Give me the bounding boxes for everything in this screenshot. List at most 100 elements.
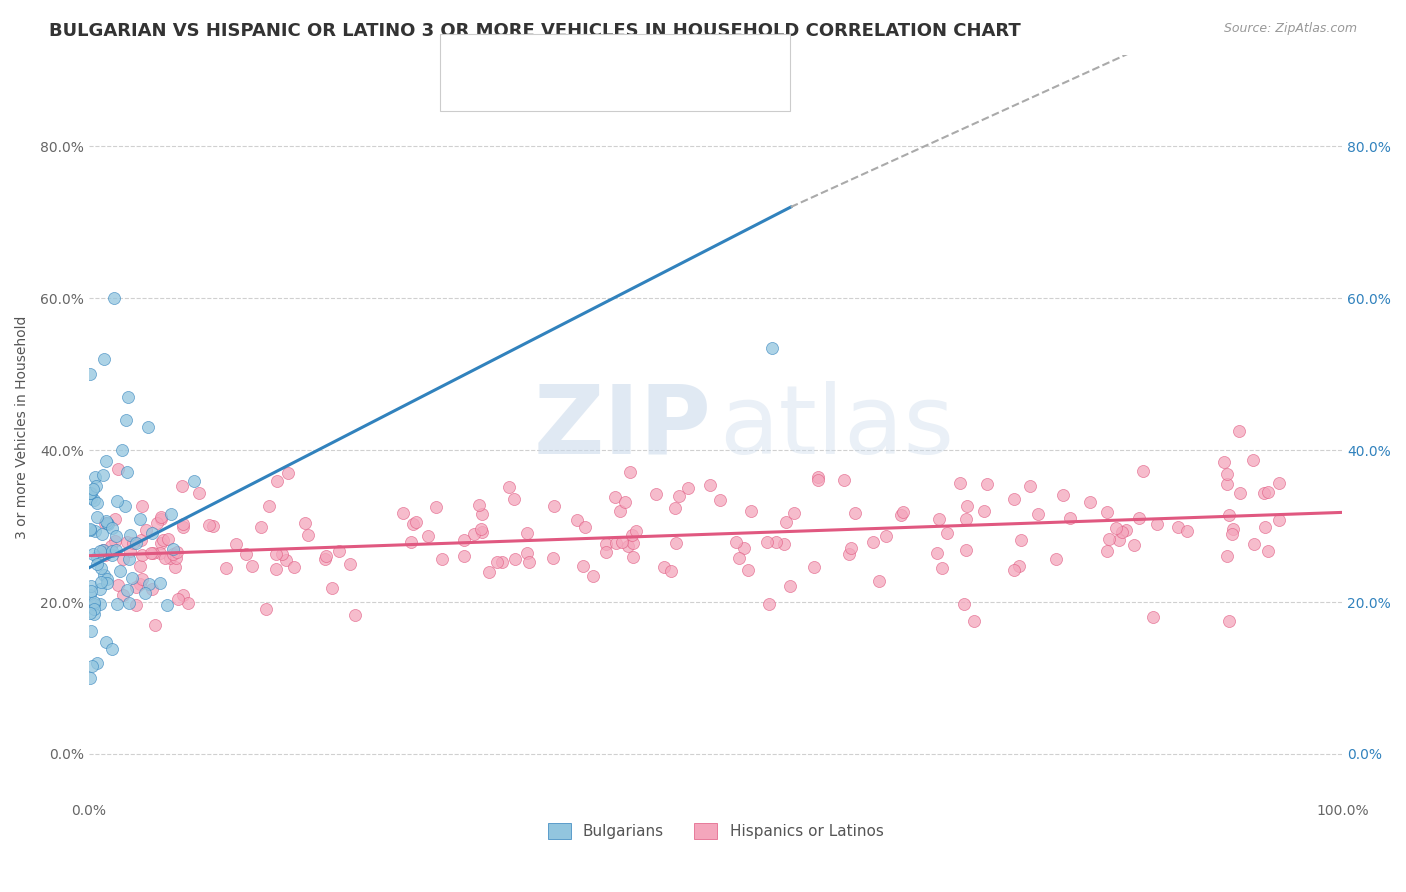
Point xyxy=(1254,520,1277,534)
Point xyxy=(595,537,617,551)
Point xyxy=(862,535,884,549)
Point xyxy=(471,507,494,521)
Point xyxy=(931,561,953,575)
Point xyxy=(79,606,101,620)
Point xyxy=(453,533,475,547)
Point xyxy=(277,466,299,480)
Point xyxy=(1175,524,1198,538)
Point xyxy=(165,550,187,565)
Point xyxy=(129,512,152,526)
Point xyxy=(725,535,748,549)
Point xyxy=(141,546,163,560)
Point xyxy=(117,552,139,566)
Point xyxy=(157,533,180,547)
Point xyxy=(131,572,153,586)
Point xyxy=(1095,544,1118,558)
Point xyxy=(149,510,172,524)
Point xyxy=(153,550,176,565)
Point xyxy=(82,659,104,673)
Point xyxy=(121,571,143,585)
Point xyxy=(699,478,721,492)
Point xyxy=(617,539,640,553)
Point xyxy=(565,513,588,527)
Point xyxy=(101,544,124,558)
Point xyxy=(152,533,174,547)
Point xyxy=(93,351,115,366)
Text: R = 0.456   N = 199: R = 0.456 N = 199 xyxy=(491,73,664,88)
Point xyxy=(1115,523,1137,537)
Point xyxy=(82,482,104,496)
Point xyxy=(257,499,280,513)
Point xyxy=(761,341,783,355)
Point xyxy=(665,536,688,550)
Point xyxy=(94,516,117,530)
Point xyxy=(516,525,538,540)
Point xyxy=(90,526,112,541)
Point xyxy=(807,470,830,484)
Point xyxy=(131,500,153,514)
Point xyxy=(89,544,111,558)
Point xyxy=(101,521,124,535)
Point xyxy=(1241,453,1264,467)
Point xyxy=(104,534,127,549)
Point xyxy=(149,546,172,560)
Point xyxy=(118,528,141,542)
Point xyxy=(955,511,977,525)
Point xyxy=(1222,522,1244,536)
Point xyxy=(1146,516,1168,531)
Point xyxy=(339,557,361,571)
Text: R = 0.493   N =  77: R = 0.493 N = 77 xyxy=(491,44,664,59)
Point xyxy=(344,608,367,623)
Point xyxy=(90,574,112,589)
Point xyxy=(844,506,866,520)
Point xyxy=(1128,511,1150,525)
Point xyxy=(80,624,103,639)
Point xyxy=(571,559,593,574)
Text: atlas: atlas xyxy=(720,381,955,474)
Point xyxy=(1268,476,1291,491)
Point xyxy=(1002,562,1025,576)
Point xyxy=(297,528,319,542)
Point xyxy=(101,548,124,562)
Point xyxy=(86,496,108,510)
Point xyxy=(104,543,127,558)
Point xyxy=(949,476,972,491)
Point xyxy=(621,536,644,550)
Point xyxy=(104,512,127,526)
Point xyxy=(111,552,134,566)
Point xyxy=(83,524,105,538)
Point xyxy=(609,504,631,518)
Legend: Bulgarians, Hispanics or Latinos: Bulgarians, Hispanics or Latinos xyxy=(541,817,890,846)
Point xyxy=(162,542,184,557)
Point xyxy=(138,419,160,434)
Point xyxy=(112,588,135,602)
Point xyxy=(79,523,101,537)
Point xyxy=(733,541,755,555)
Point xyxy=(1167,520,1189,534)
Point xyxy=(1257,485,1279,500)
Point xyxy=(574,520,596,534)
Point xyxy=(215,561,238,575)
Point xyxy=(1004,491,1026,506)
Point xyxy=(125,535,148,549)
Point xyxy=(254,602,277,616)
Point xyxy=(314,552,336,566)
Point xyxy=(392,506,415,520)
Point xyxy=(129,533,152,548)
Point xyxy=(1052,488,1074,502)
Point xyxy=(125,598,148,612)
Point xyxy=(543,500,565,514)
Point xyxy=(114,499,136,513)
Point xyxy=(264,561,287,575)
Point xyxy=(1010,533,1032,547)
Point xyxy=(1059,510,1081,524)
Point xyxy=(266,475,288,489)
Point xyxy=(89,597,111,611)
Point xyxy=(453,549,475,563)
Point xyxy=(973,503,995,517)
Point xyxy=(963,614,986,628)
Point xyxy=(956,499,979,513)
Point xyxy=(976,477,998,491)
Point xyxy=(603,491,626,505)
Point xyxy=(503,551,526,566)
